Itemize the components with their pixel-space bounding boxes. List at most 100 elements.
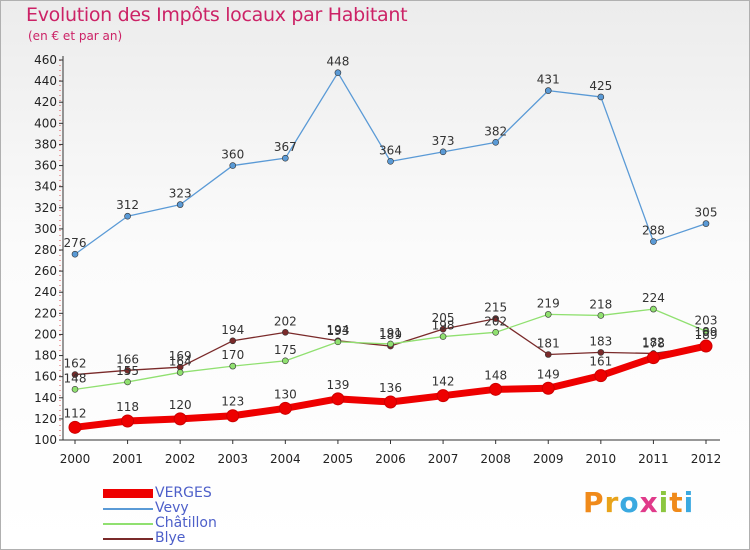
data-point — [387, 340, 394, 348]
data-label: 118 — [116, 400, 139, 414]
data-label: 425 — [589, 79, 612, 93]
data-label: 169 — [169, 349, 192, 363]
data-label: 148 — [64, 371, 87, 385]
x-tick-label: 2007 — [428, 452, 459, 466]
data-point — [492, 315, 499, 322]
data-point — [229, 162, 237, 169]
x-tick-label: 2011 — [638, 452, 669, 466]
y-tick-label: 380 — [34, 137, 57, 151]
data-label: 194 — [221, 323, 244, 337]
data-label: 112 — [64, 406, 87, 420]
data-point — [436, 389, 450, 403]
series-lines — [71, 72, 710, 431]
logo-letter: P — [583, 486, 605, 519]
data-point — [278, 401, 292, 415]
data-label: 136 — [379, 381, 402, 395]
y-tick-label: 200 — [34, 327, 57, 341]
data-point — [334, 69, 342, 76]
data-label: 182 — [642, 335, 665, 349]
y-tick-label: 300 — [34, 222, 57, 236]
data-point — [597, 93, 605, 101]
data-point — [492, 329, 499, 336]
data-label: 139 — [326, 378, 349, 392]
logo-letter: i — [683, 486, 695, 519]
legend-label-vevy: Vevy — [155, 500, 189, 516]
x-tick-label: 2002 — [165, 452, 196, 466]
logo-letter: r — [604, 486, 620, 519]
data-label: 164 — [169, 354, 192, 368]
x-tick-label: 2005 — [323, 452, 354, 466]
data-point — [597, 312, 605, 319]
data-label: 142 — [432, 375, 455, 389]
y-tick-label: 220 — [34, 306, 57, 320]
data-point — [492, 139, 499, 146]
data-label: 205 — [432, 311, 455, 325]
y-tick-label: 240 — [34, 285, 57, 299]
y-tick-label: 320 — [34, 201, 57, 215]
data-label: 149 — [537, 367, 560, 381]
data-point — [594, 369, 608, 383]
data-point — [544, 87, 552, 94]
y-tick-label: 400 — [34, 116, 57, 130]
x-tick-label: 2003 — [217, 452, 248, 466]
logo-letter: o — [619, 486, 640, 519]
data-point — [176, 369, 184, 376]
chart-title: Evolution des Impôts locaux par Habitant — [26, 4, 408, 26]
series-points — [68, 69, 713, 434]
legend-swatch-chatillon — [103, 523, 153, 525]
data-label: 148 — [484, 368, 507, 382]
legend-item-verges: VERGES — [103, 485, 303, 501]
data-point — [334, 338, 342, 346]
data-label: 189 — [379, 328, 402, 342]
data-label: 382 — [484, 124, 507, 138]
x-tick-label: 2004 — [270, 452, 301, 466]
data-label: 431 — [537, 73, 560, 87]
legend: VERGES Vevy Châtillon Blye — [103, 485, 303, 546]
data-point — [226, 409, 240, 423]
data-point — [229, 337, 237, 345]
y-tick-label: 180 — [34, 349, 57, 363]
axes: 100 120 140 160 180 200 220 240 260 280 300 320 340 3… — [34, 53, 721, 466]
data-label: 323 — [169, 187, 192, 201]
data-label: 189 — [695, 328, 718, 342]
data-point — [68, 420, 82, 434]
data-label: 161 — [589, 355, 612, 369]
data-label: 130 — [274, 387, 297, 401]
x-tick-label: 2008 — [480, 452, 511, 466]
chart-subtitle: (en € et par an) — [28, 29, 123, 43]
legend-label-chatillon: Châtillon — [155, 515, 217, 531]
data-label: 123 — [221, 395, 244, 409]
data-point — [439, 333, 447, 340]
data-label: 191 — [379, 326, 402, 340]
logo-letter: i — [658, 486, 670, 519]
data-point — [439, 148, 447, 156]
data-label: 373 — [432, 134, 455, 148]
data-label: 198 — [432, 319, 455, 333]
data-label: 120 — [169, 398, 192, 412]
data-point — [173, 412, 187, 426]
data-point — [124, 367, 131, 374]
data-point — [650, 238, 657, 245]
data-labels: 276 312 323 360 367 448 364 373 382 431 425 288 305 1… — [64, 55, 718, 421]
logo-letter: t — [669, 486, 684, 519]
data-point — [597, 349, 605, 356]
y-tick-label: 140 — [34, 391, 57, 405]
data-point — [71, 371, 79, 378]
data-label: 448 — [326, 55, 349, 69]
data-label: 202 — [484, 314, 507, 328]
data-point — [699, 339, 713, 353]
data-point — [541, 381, 555, 395]
data-label: 183 — [589, 334, 612, 348]
data-label: 202 — [274, 314, 297, 328]
data-label: 162 — [64, 357, 87, 371]
legend-item-vevy: Vevy — [103, 500, 303, 516]
data-point — [331, 392, 345, 406]
data-point — [439, 325, 447, 333]
data-label: 360 — [221, 148, 244, 162]
data-label: 178 — [642, 337, 665, 351]
data-point — [544, 311, 552, 318]
x-tick-label: 2009 — [533, 452, 564, 466]
data-label: 367 — [274, 140, 297, 154]
